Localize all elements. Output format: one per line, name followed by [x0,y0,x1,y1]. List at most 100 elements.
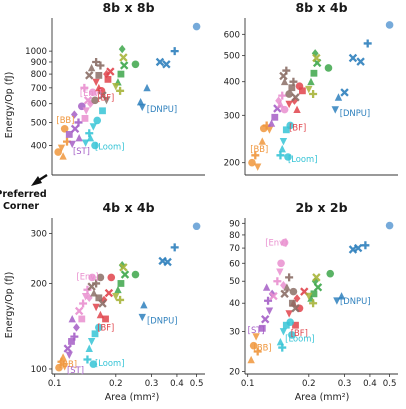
point-x [70,124,80,134]
y-tick-label: 20 [229,368,240,378]
point-triangle [140,300,148,309]
panel-4: 2b x 2b 20 30 40 50 60 70 80 90 0.1 0.2 0.3 0.4 0.5 [E… [229,200,398,389]
point-triangle-down [265,126,274,134]
point-plus [116,295,125,304]
panel-2: 8b x 4b 200 300 400 500 600 [BB] [BF] [Loom] [DNP… [224,0,398,176]
point-triangle [87,63,96,72]
point-triangle [276,100,285,108]
panel-title: 8b x 8b [102,0,154,15]
x-tick-label: 0.2 [109,379,123,389]
point-plus [96,61,105,70]
point-square [68,338,75,345]
point-triangle [280,77,289,86]
point-square [299,87,306,95]
point-triangle-down [279,328,288,336]
x-tick-label: 0.4 [363,379,377,389]
point-x [74,306,84,316]
point-triangle [59,152,67,160]
x-tick-label: 0.2 [302,379,316,389]
point-x [340,88,349,97]
point-plus [74,118,83,127]
point-x [63,344,72,353]
point-triangle-down [305,85,313,94]
point-plus [70,332,79,341]
series-label: [BF] [97,92,114,102]
point-x [356,57,365,66]
point-triangle-down [92,303,100,312]
point-square [282,321,290,329]
x-tick-label: 0.4 [170,379,184,389]
point-plus [278,343,287,352]
point-triangle-down [102,96,111,105]
point-triangle-down [87,338,96,346]
point-square [117,280,125,287]
y-tick-label: 400 [31,141,47,151]
point-diamond [291,96,298,105]
point-plus [83,355,92,364]
point-triangle [114,285,122,294]
point-circle [249,341,258,350]
point-circle [107,273,116,282]
point-plus [92,279,101,288]
point-circle [284,153,292,161]
series-label: [BB] [250,144,268,154]
point-triangle-down [81,293,90,301]
point-circle [285,90,293,98]
points [54,22,201,160]
y-axis-label-bottom: Energy/Op (fJ) [4,272,15,339]
y-tick-label: 1000 [25,47,47,57]
point-triangle-down [92,78,100,87]
point-plus [83,285,92,294]
x-tick-label: 0.1 [241,379,255,389]
point-x [119,263,128,272]
point-circle [248,158,256,167]
series-label: [DNPU] [147,104,177,114]
series-label: [ST] [248,325,265,335]
point-square [78,315,86,323]
point-triangle [283,283,291,291]
point-square [95,71,103,79]
y-tick-label: 40 [229,299,240,309]
point-plus [116,86,125,95]
point-triangle-down [57,144,66,153]
point-x [313,283,323,292]
point-square [95,294,103,302]
y-tick-label: 50 [229,277,240,287]
point-triangle-down [65,351,73,359]
preferred-corner-annotation: Preferred Corner [0,173,48,212]
point-circle [88,273,96,282]
point-triangle [278,144,286,153]
point-x [106,67,115,76]
point-triangle [276,337,285,346]
preferred-corner-label-line1: Preferred [0,189,47,200]
point-plus [264,296,273,305]
y-tick-label: 700 [31,84,47,94]
point-triangle-down [276,268,284,276]
series-label: [Loom] [95,358,124,368]
point-plus [170,47,179,56]
point-circle [385,221,394,230]
y-tick-label: 70 [229,244,240,254]
point-triangle-down [265,307,274,315]
x-tick-label: 0.5 [190,379,204,389]
point-circle [385,21,394,29]
point-circle [91,141,99,150]
point-plus [282,66,291,75]
point-diamond [73,323,80,332]
point-circle [280,238,289,247]
x-tick-label: 0.3 [338,379,352,389]
point-plus [273,277,282,286]
point-circle [131,60,140,69]
point-circle [95,323,103,332]
point-plus [361,241,370,250]
point-circle [89,360,98,368]
point-x [348,53,358,63]
point-square [102,315,109,323]
x-axis-label-left: Area (mm²) [105,392,160,403]
point-triangle [136,97,145,106]
point-circle [288,331,296,339]
y-tick-label: 200 [224,159,240,169]
y-tick-label: 300 [31,229,47,239]
point-diamond [275,96,283,105]
preferred-arrow-head [31,176,42,186]
